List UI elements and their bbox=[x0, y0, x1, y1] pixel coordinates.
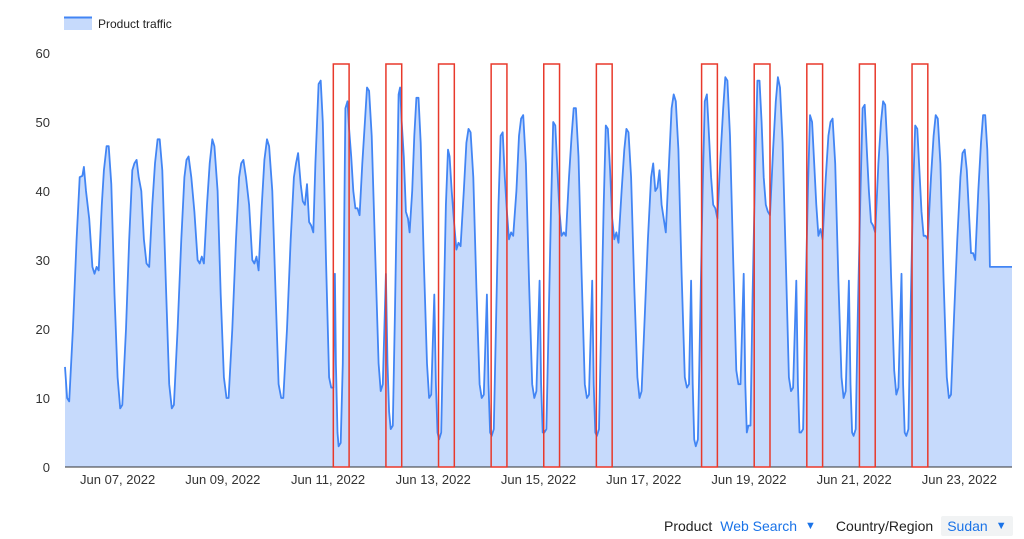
series-area bbox=[65, 77, 1012, 467]
y-tick-label: 20 bbox=[36, 322, 50, 337]
product-filter-value: Web Search bbox=[720, 518, 798, 534]
y-tick-label: 50 bbox=[36, 115, 50, 130]
chevron-down-icon: ▼ bbox=[995, 520, 1007, 532]
series-line bbox=[64, 76, 1012, 448]
highlight-box bbox=[543, 63, 561, 468]
legend-swatch bbox=[64, 17, 92, 30]
y-tick-label: 0 bbox=[43, 460, 50, 475]
highlight-box bbox=[595, 63, 613, 468]
highlight-box bbox=[753, 63, 771, 468]
legend-label: Product traffic bbox=[98, 17, 172, 31]
x-tick-label: Jun 17, 2022 bbox=[606, 472, 681, 487]
chevron-down-icon: ▼ bbox=[805, 520, 816, 532]
x-tick-label: Jun 11, 2022 bbox=[291, 472, 365, 487]
x-tick-label: Jun 07, 2022 bbox=[80, 472, 155, 487]
y-tick-label: 40 bbox=[36, 184, 50, 199]
x-tick-label: Jun 19, 2022 bbox=[711, 472, 786, 487]
y-tick-label: 10 bbox=[36, 391, 50, 406]
filter-bar: Product Web Search ▼ Country/Region Suda… bbox=[664, 516, 1013, 536]
highlight-box bbox=[437, 63, 456, 468]
region-filter-select[interactable]: Sudan ▼ bbox=[941, 516, 1013, 536]
region-filter-value: Sudan bbox=[947, 518, 988, 534]
x-tick-label: Jun 23, 2022 bbox=[922, 472, 997, 487]
region-filter-label: Country/Region bbox=[835, 518, 934, 534]
highlight-box bbox=[911, 63, 929, 468]
y-tick-label: 60 bbox=[36, 46, 50, 61]
highlight-box bbox=[858, 63, 876, 468]
x-tick-label: Jun 09, 2022 bbox=[185, 472, 260, 487]
product-filter-label: Product bbox=[664, 518, 713, 534]
highlight-box bbox=[385, 63, 403, 468]
x-tick-label: Jun 13, 2022 bbox=[396, 472, 471, 487]
x-tick-label: Jun 15, 2022 bbox=[501, 472, 576, 487]
y-tick-label: 30 bbox=[36, 253, 50, 268]
highlight-box bbox=[806, 63, 824, 468]
traffic-chart: 0 10 20 30 40 50 60 Jun 07, 2022 Jun 09, 2022 Jun… bbox=[36, 16, 1012, 487]
x-tick-label: Jun 21, 2022 bbox=[817, 472, 892, 487]
highlight-box bbox=[490, 63, 508, 468]
highlight-box bbox=[332, 63, 350, 468]
product-filter-select[interactable]: Web Search ▼ bbox=[720, 518, 816, 534]
highlight-box bbox=[700, 63, 719, 468]
